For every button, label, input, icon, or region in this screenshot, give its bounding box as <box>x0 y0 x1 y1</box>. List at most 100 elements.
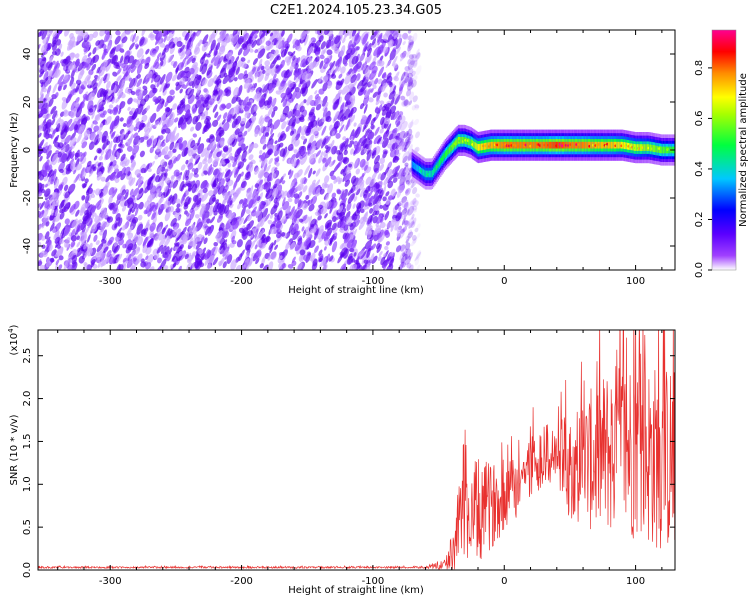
noise-speckle <box>370 124 375 130</box>
noise-speckle <box>405 173 411 183</box>
noise-speckle <box>414 48 420 60</box>
noise-speckle <box>102 139 109 150</box>
noise-speckle <box>54 48 61 56</box>
ridge-cell <box>490 141 493 149</box>
noise-speckle <box>153 74 161 83</box>
noise-speckle <box>376 59 382 67</box>
noise-speckle <box>185 169 190 179</box>
noise-speckle <box>368 139 373 146</box>
noise-speckle <box>340 168 345 175</box>
noise-speckle <box>359 208 365 214</box>
noise-speckle <box>319 257 327 268</box>
noise-speckle <box>328 255 334 262</box>
noise-speckle <box>70 161 76 171</box>
ridge-cell <box>481 143 483 151</box>
noise-speckle <box>71 218 78 229</box>
noise-speckle <box>113 143 117 150</box>
noise-speckle <box>308 39 313 46</box>
noise-speckle <box>207 224 214 237</box>
noise-speckle <box>299 105 305 113</box>
noise-speckle <box>146 238 155 249</box>
noise-speckle <box>83 151 87 158</box>
noise-speckle <box>163 185 169 193</box>
noise-speckle <box>388 257 395 268</box>
ridge-cell <box>443 152 445 160</box>
ridge-cell <box>526 141 528 149</box>
noise-speckle <box>392 110 400 121</box>
noise-speckle <box>369 253 375 263</box>
noise-speckle <box>401 32 409 40</box>
noise-speckle <box>49 222 55 232</box>
noise-speckle <box>94 188 101 196</box>
noise-speckle <box>297 183 304 191</box>
ridge-cell <box>437 161 439 169</box>
noise-speckle <box>161 148 166 156</box>
noise-speckle <box>353 122 357 127</box>
ridge-cell <box>553 141 555 149</box>
noise-speckle <box>354 126 361 139</box>
noise-speckle <box>117 147 123 154</box>
noise-speckle <box>400 95 406 101</box>
noise-speckle <box>333 47 340 54</box>
noise-speckle <box>395 245 402 253</box>
noise-speckle <box>126 259 133 269</box>
noise-speckle <box>225 209 230 217</box>
noise-speckle <box>399 121 408 131</box>
noise-speckle <box>98 66 105 77</box>
noise-speckle <box>358 200 365 209</box>
noise-speckle <box>390 97 395 107</box>
noise-speckle <box>254 244 258 250</box>
noise-speckle <box>322 157 327 163</box>
noise-speckle <box>75 209 80 217</box>
noise-speckle <box>238 199 244 205</box>
noise-speckle <box>401 199 409 208</box>
noise-speckle <box>359 187 366 198</box>
noise-speckle <box>151 177 156 184</box>
noise-speckle <box>52 228 57 233</box>
noise-speckle <box>224 158 230 164</box>
noise-speckle <box>382 33 389 41</box>
noise-speckle <box>175 67 179 73</box>
noise-speckle <box>145 48 150 55</box>
noise-speckle <box>57 151 62 158</box>
ridge-cell <box>548 141 551 149</box>
noise-speckle <box>240 171 244 177</box>
noise-speckle <box>355 219 361 228</box>
noise-speckle <box>97 261 102 269</box>
ridge-cell <box>618 141 620 149</box>
noise-speckle <box>124 189 129 195</box>
noise-speckle <box>384 245 389 251</box>
noise-speckle <box>248 240 256 250</box>
noise-speckle <box>277 64 283 72</box>
noise-speckle <box>128 176 134 186</box>
noise-speckle <box>338 190 345 201</box>
noise-speckle <box>376 232 380 238</box>
noise-speckle <box>351 55 359 65</box>
noise-speckle <box>395 46 401 55</box>
noise-speckle <box>296 159 300 166</box>
noise-speckle <box>262 30 267 34</box>
noise-speckle <box>308 121 314 130</box>
noise-speckle <box>272 72 277 81</box>
noise-speckle <box>360 138 368 147</box>
ridge-cell <box>583 141 585 149</box>
noise-speckle <box>184 218 192 227</box>
noise-speckle <box>45 221 50 227</box>
noise-speckle <box>407 60 415 70</box>
noise-speckle <box>128 77 136 89</box>
noise-speckle <box>410 200 415 206</box>
noise-speckle <box>316 138 323 148</box>
noise-speckle <box>78 84 85 95</box>
ridge-cell <box>599 141 601 149</box>
noise-speckle <box>347 193 355 204</box>
noise-speckle <box>404 77 411 86</box>
noise-speckle <box>410 54 416 62</box>
noise-speckle <box>388 90 396 100</box>
ridge-cell <box>534 141 536 149</box>
noise-speckle <box>145 262 152 270</box>
noise-speckle <box>40 43 48 53</box>
noise-speckle <box>348 163 353 168</box>
noise-speckle <box>302 202 309 210</box>
noise-speckle <box>223 146 229 153</box>
noise-speckle <box>97 76 104 88</box>
